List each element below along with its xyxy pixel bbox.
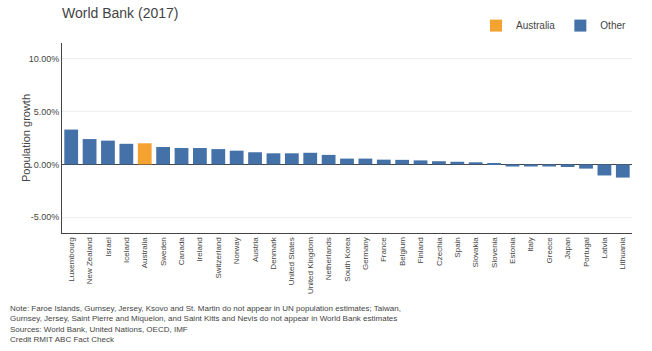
svg-text:Switzerland: Switzerland — [214, 237, 223, 278]
svg-text:Portugal: Portugal — [582, 237, 591, 267]
svg-text:Australia: Australia — [516, 20, 555, 31]
svg-text:Latvia: Latvia — [600, 237, 609, 259]
svg-text:Netherlands: Netherlands — [324, 237, 333, 280]
svg-text:Japan: Japan — [563, 237, 572, 259]
svg-text:United States: United States — [287, 237, 296, 285]
svg-text:Belgium: Belgium — [398, 237, 407, 266]
svg-text:Population growth: Population growth — [20, 94, 32, 182]
svg-text:Sweden: Sweden — [159, 237, 168, 266]
svg-text:New Zealand: New Zealand — [85, 237, 94, 284]
svg-text:Note: Faroe Islands, Gurnsey,: Note: Faroe Islands, Gurnsey, Jersey, Ks… — [10, 304, 401, 344]
svg-text:South Korea: South Korea — [343, 237, 352, 282]
svg-text:Slovenia: Slovenia — [490, 237, 499, 268]
svg-text:0.00%: 0.00% — [34, 160, 60, 170]
svg-text:Lithuania: Lithuania — [618, 237, 627, 270]
svg-text:World Bank (2017): World Bank (2017) — [62, 5, 178, 21]
svg-text:Slovakia: Slovakia — [471, 237, 480, 268]
svg-text:Greece: Greece — [545, 237, 554, 264]
svg-text:Other: Other — [600, 20, 626, 31]
svg-text:Italy: Italy — [526, 237, 535, 252]
svg-text:United Kingdom: United Kingdom — [306, 237, 315, 294]
svg-text:-5.00%: -5.00% — [31, 212, 60, 222]
svg-text:Australia: Australia — [140, 237, 149, 269]
svg-text:France: France — [379, 237, 388, 262]
svg-text:Luxembourg: Luxembourg — [67, 237, 76, 281]
svg-text:Israel: Israel — [104, 237, 113, 257]
svg-text:Iceland: Iceland — [122, 237, 131, 263]
svg-text:Spain: Spain — [453, 237, 462, 257]
svg-text:5.00%: 5.00% — [34, 107, 60, 117]
svg-text:Ireland: Ireland — [196, 237, 205, 261]
svg-text:10.00%: 10.00% — [29, 54, 60, 64]
svg-text:Austria: Austria — [251, 237, 260, 262]
svg-text:Estonia: Estonia — [508, 237, 517, 264]
svg-text:Canada: Canada — [177, 237, 186, 266]
svg-text:Finland: Finland — [416, 237, 425, 263]
svg-text:Czechia: Czechia — [435, 237, 444, 266]
svg-text:Norway: Norway — [232, 237, 241, 264]
svg-text:Germany: Germany — [361, 237, 370, 270]
svg-text:Denmark: Denmark — [269, 236, 278, 269]
